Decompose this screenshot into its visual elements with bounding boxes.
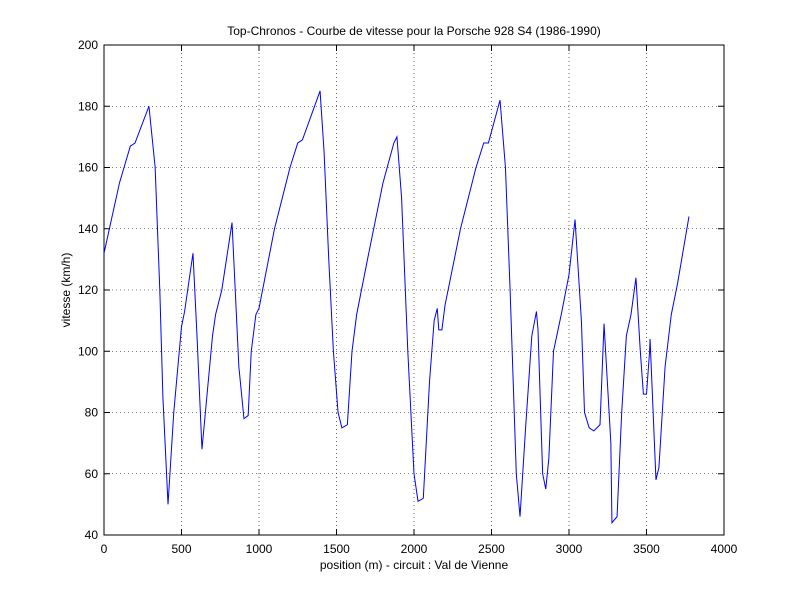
- x-tick-label: 2500: [478, 542, 505, 556]
- x-axis-label: position (m) - circuit : Val de Vienne: [320, 558, 509, 572]
- x-tick-label: 500: [171, 542, 191, 556]
- x-tick-label: 1500: [323, 542, 350, 556]
- y-tick-label: 40: [85, 528, 99, 542]
- y-tick-label: 60: [85, 467, 99, 481]
- y-tick-label: 160: [78, 161, 98, 175]
- x-tick-label: 2000: [401, 542, 428, 556]
- x-tick-label: 0: [101, 542, 108, 556]
- y-tick-label: 100: [78, 344, 98, 358]
- y-tick-label: 200: [78, 38, 98, 52]
- x-tick-label: 3000: [556, 542, 583, 556]
- y-axis-label: vitesse (km/h): [59, 253, 73, 328]
- speed-line: [103, 90, 690, 525]
- y-tick-label: 120: [78, 283, 98, 297]
- chart-title: Top-Chronos - Courbe de vitesse pour la …: [227, 24, 601, 38]
- x-tick-label: 1000: [246, 542, 273, 556]
- y-tick-label: 80: [85, 406, 99, 420]
- y-tick-label: 180: [78, 99, 98, 113]
- x-tick-label: 4000: [711, 542, 738, 556]
- x-tick-label: 3500: [633, 542, 660, 556]
- y-tick-label: 140: [78, 222, 98, 236]
